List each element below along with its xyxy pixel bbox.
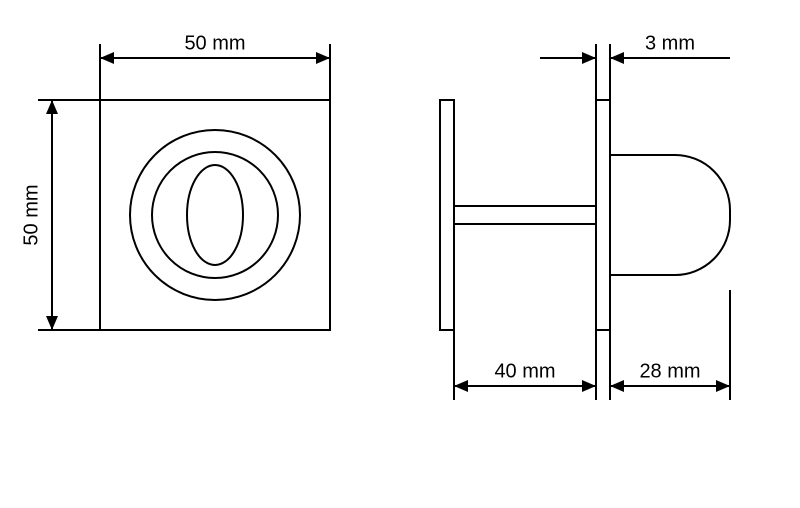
dim-top-50: 50 mm	[184, 32, 245, 54]
dim-bot-28: 28 mm	[639, 360, 700, 382]
dim-left-50: 50 mm	[20, 184, 42, 245]
dim-top-3: 3 mm	[645, 32, 695, 54]
dim-bot-40: 40 mm	[494, 360, 555, 382]
